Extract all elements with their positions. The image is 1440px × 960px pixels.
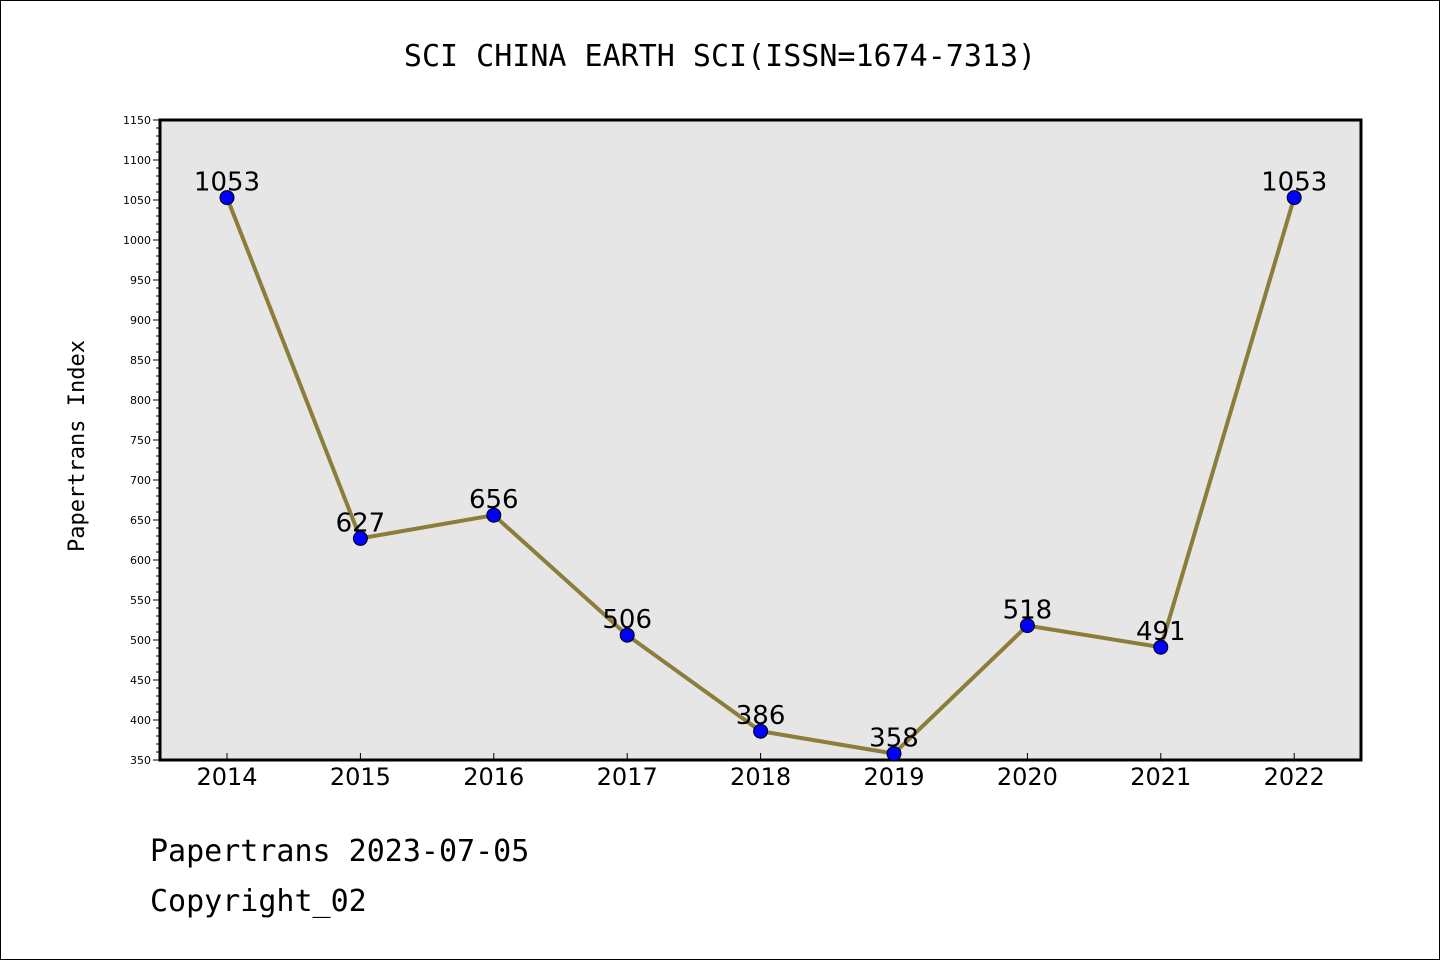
data-label: 1053 xyxy=(1261,168,1327,198)
y-tick-label: 350 xyxy=(130,754,151,767)
x-tick-label: 2018 xyxy=(730,763,791,791)
y-axis-label: Papertrans Index xyxy=(65,340,90,552)
x-tick-label: 2015 xyxy=(330,763,391,791)
y-tick-label: 650 xyxy=(130,514,151,527)
y-axis: 350 400 450 500 550 600 650 700 750 800 850 900 950 1… xyxy=(123,114,160,767)
footer-source: Papertrans 2023-07-05 xyxy=(150,834,530,869)
data-point-marker xyxy=(219,190,235,206)
data-labels-group: 1053 627 656 506 386 358 518 491 1053 xyxy=(194,168,1327,754)
plot-area xyxy=(158,118,1363,762)
y-tick-label: 600 xyxy=(130,554,151,567)
chart-title: SCI CHINA EARTH SCI(ISSN=1674-7313) xyxy=(404,39,1036,74)
y-tick-label: 1050 xyxy=(123,194,151,207)
y-tick-label: 500 xyxy=(130,634,151,647)
data-point-marker xyxy=(886,746,902,762)
y-tick-label: 900 xyxy=(130,314,151,327)
data-label: 386 xyxy=(736,701,786,731)
x-tick-label: 2020 xyxy=(997,763,1058,791)
x-tick-label: 2022 xyxy=(1264,763,1325,791)
y-tick-label: 750 xyxy=(130,434,151,447)
y-tick-label: 1100 xyxy=(123,154,151,167)
y-tick-label: 550 xyxy=(130,594,151,607)
y-tick-label: 400 xyxy=(130,714,151,727)
y-tick-label: 1150 xyxy=(123,114,151,127)
y-tick-label: 850 xyxy=(130,354,151,367)
data-label: 358 xyxy=(869,724,919,754)
data-label: 518 xyxy=(1003,596,1053,626)
y-tick-label: 700 xyxy=(130,474,151,487)
data-label: 627 xyxy=(336,508,386,538)
y-tick-label: 450 xyxy=(130,674,151,687)
data-point-marker xyxy=(1153,639,1169,655)
data-point-marker xyxy=(619,627,635,643)
data-label: 506 xyxy=(602,605,652,635)
x-tick-label: 2016 xyxy=(463,763,524,791)
y-tick-label: 950 xyxy=(130,274,151,287)
x-tick-label: 2017 xyxy=(597,763,658,791)
data-label: 1053 xyxy=(194,168,260,198)
data-point-marker xyxy=(753,723,769,739)
footer-copyright: Copyright_02 xyxy=(150,884,367,919)
x-tick-label: 2014 xyxy=(196,763,257,791)
x-tick-label: 2019 xyxy=(863,763,924,791)
data-label: 491 xyxy=(1136,617,1186,647)
x-tick-label: 2021 xyxy=(1130,763,1191,791)
y-tick-label: 1000 xyxy=(123,234,151,247)
data-point-marker xyxy=(1286,190,1302,206)
data-point-marker xyxy=(1019,618,1035,634)
data-label: 656 xyxy=(469,485,519,515)
data-point-marker xyxy=(352,530,368,546)
x-axis: 2014 2015 2016 2017 2018 2019 2020 2021 2022 xyxy=(196,753,1325,791)
markers-group xyxy=(219,190,1302,762)
y-tick-label: 800 xyxy=(130,394,151,407)
data-point-marker xyxy=(486,507,502,523)
